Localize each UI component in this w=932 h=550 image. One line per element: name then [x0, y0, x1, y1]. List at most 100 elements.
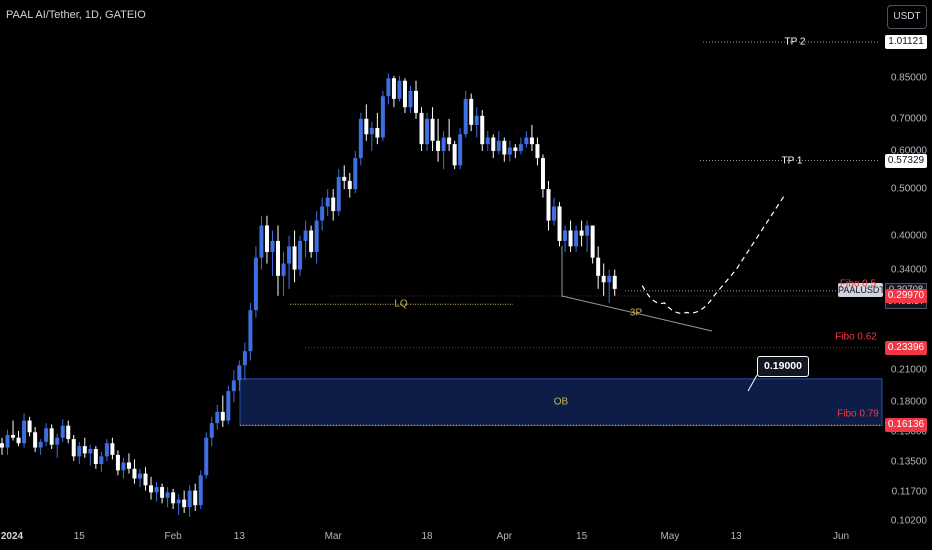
candle-body [601, 275, 606, 283]
x-tick-label: Feb [164, 531, 182, 542]
y-tick-label: 0.34000 [890, 264, 927, 276]
y-tick-label: 0.21000 [890, 364, 927, 376]
candle-body [430, 118, 435, 141]
candle-body [369, 127, 374, 135]
candle-body [502, 140, 507, 155]
candle-body [436, 140, 441, 151]
candle-body [154, 487, 159, 493]
candle-body [507, 147, 512, 155]
fibo-062-label: Fibo 0.62 [835, 331, 877, 343]
candle-body [419, 112, 424, 145]
candle-body [529, 137, 534, 145]
candle-body [138, 473, 142, 479]
ob-zone [239, 378, 883, 426]
y-tick-label: 0.40000 [890, 230, 927, 242]
x-tick-label: 15 [73, 531, 85, 542]
candle-body [88, 448, 93, 454]
candle-body [27, 420, 32, 433]
candle-body [447, 137, 452, 145]
candle-body [585, 225, 590, 236]
x-tick-label: Apr [496, 531, 513, 542]
candle-body [182, 499, 187, 508]
y-tick-label: 0.50000 [890, 183, 927, 195]
candle-body [303, 230, 308, 241]
x-tick-label: 13 [233, 531, 245, 542]
candle-body [204, 437, 209, 476]
three-p-label: 3P [629, 307, 643, 319]
candle-body [474, 115, 479, 125]
candle-body [579, 230, 584, 236]
x-tick-label: Mar [324, 531, 342, 542]
candle-body [132, 468, 137, 479]
y-tick-label: 0.85000 [890, 72, 927, 84]
y-tick-label: 0.18000 [890, 396, 927, 408]
candle-body [485, 137, 490, 145]
candle-body [557, 206, 562, 241]
x-tick-label: 15 [576, 531, 588, 542]
candle-body [607, 275, 612, 283]
ob-label: OB [553, 396, 569, 408]
tp1-label: TP 1 [781, 155, 803, 166]
candle-body [0, 443, 4, 448]
price-badge: 0.29970 [885, 288, 927, 303]
candle-body [171, 492, 176, 504]
candle-body [425, 118, 430, 145]
candle-body [253, 257, 258, 311]
currency-button[interactable]: USDT [887, 5, 927, 29]
candle-body [33, 432, 38, 448]
candle-body [270, 240, 275, 252]
candle-body [546, 189, 551, 221]
y-tick-label: 0.15600 [890, 426, 927, 438]
forecast-path[interactable] [641, 192, 787, 314]
candle-body [110, 443, 115, 455]
candle-body [66, 425, 71, 440]
candle-body [193, 490, 198, 506]
price-badge: 0.23396 [885, 340, 927, 355]
candle-body [469, 98, 474, 125]
candle-body [480, 115, 485, 145]
trend-line[interactable] [561, 295, 713, 332]
candle-body [386, 78, 391, 97]
candle-body [187, 490, 192, 508]
candle-body [325, 197, 330, 207]
candle-body [226, 391, 231, 421]
candle-body [198, 475, 203, 506]
candle-body [458, 134, 463, 166]
y-tick-label: 0.60000 [890, 145, 927, 157]
candle-body [496, 140, 501, 151]
candle-body [38, 441, 43, 448]
candle-body [518, 144, 523, 151]
candle-body [176, 499, 181, 504]
candle-body [342, 176, 347, 181]
candle-body [60, 425, 65, 438]
y-tick-label: 0.10200 [890, 515, 927, 527]
candle-body [77, 446, 82, 457]
candle-body [71, 439, 76, 457]
candle-body [281, 263, 286, 276]
candle-body [375, 127, 380, 138]
candle-body [259, 225, 264, 258]
candle-body [215, 411, 220, 424]
candle-body [55, 437, 60, 445]
candle-body [264, 225, 269, 252]
candle-body [612, 275, 617, 289]
candle-body [535, 144, 540, 159]
candle-body [353, 158, 358, 190]
y-tick-label: 0.70000 [890, 113, 927, 125]
candle-body [292, 246, 297, 270]
candle-body [82, 446, 87, 454]
x-tick-label: 18 [421, 531, 433, 542]
x-tick-label: May [660, 531, 680, 542]
candle-body [513, 147, 518, 151]
candle-body [524, 137, 529, 145]
candle-body [320, 206, 325, 221]
tp2-label: TP 2 [784, 36, 806, 48]
x-tick-label: 2024 [0, 531, 24, 542]
candle-body [231, 380, 236, 392]
x-tick-label: 13 [730, 531, 742, 542]
candle-body [237, 365, 242, 381]
candle-body [414, 90, 418, 113]
candle-body [441, 137, 446, 151]
price-callout[interactable]: 0.19000 [757, 356, 809, 377]
